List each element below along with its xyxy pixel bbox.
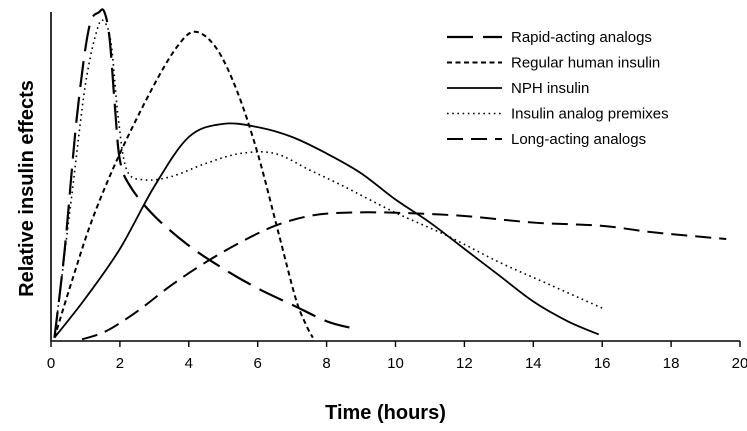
series-line-insulin-analog-premixes [53,19,603,338]
legend-label: Regular human insulin [511,55,660,72]
legend-label: NPH insulin [511,80,589,97]
legend: Rapid-acting analogs Regular human insuli… [447,29,669,148]
x-tick-label: 4 [185,355,193,372]
x-tick-label: 16 [594,355,611,372]
x-ticks: 0 2 4 6 8 10 12 14 16 18 20 [47,341,747,372]
legend-label: Long-acting analogs [511,131,646,148]
legend-label: Rapid-acting analogs [511,29,652,46]
y-axis-title: Relative insulin effects [16,80,38,297]
x-tick-label: 0 [47,355,55,372]
x-tick-label: 8 [322,355,330,372]
series-line-regular-human-insulin [53,30,314,339]
x-tick-label: 10 [387,355,404,372]
x-tick-label: 12 [456,355,473,372]
x-tick-label: 18 [663,355,680,372]
series-line-rapid-acting-analogs [53,8,352,338]
legend-label: Insulin analog premixes [511,106,669,123]
series-layer [53,8,727,341]
x-tick-label: 6 [254,355,262,372]
x-tick-label: 14 [525,355,542,372]
x-tick-label: 2 [116,355,124,372]
series-line-nph-insulin [53,122,600,339]
series-line-long-acting-analogs [81,211,727,341]
x-tick-label: 20 [732,355,747,372]
x-axis-title: Time (hours) [325,402,446,424]
